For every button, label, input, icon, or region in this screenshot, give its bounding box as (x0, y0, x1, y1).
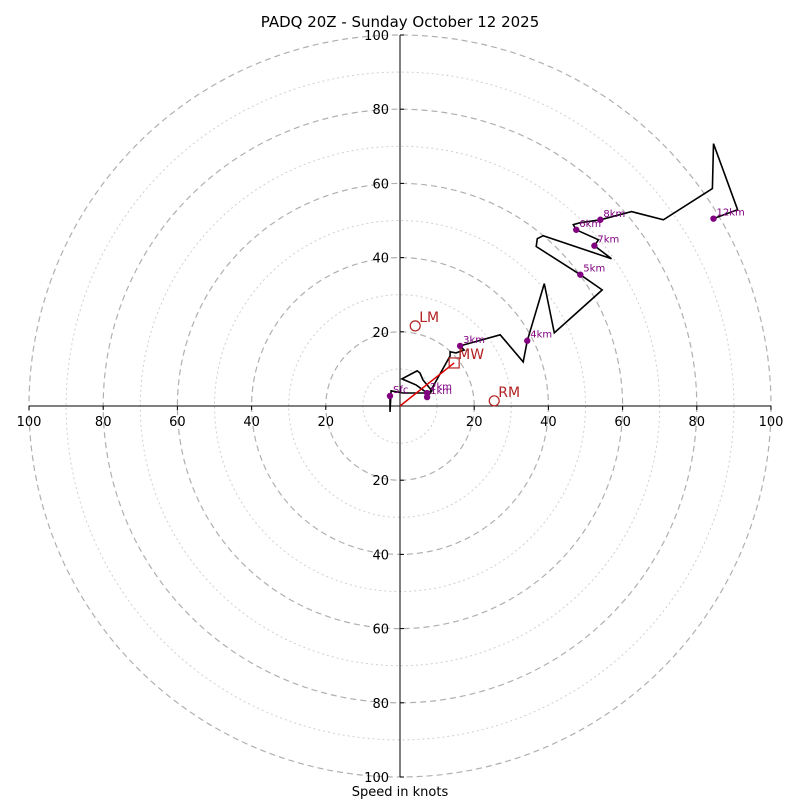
y-tick-label: 80 (372, 103, 389, 118)
y-tick-label: 40 (372, 252, 389, 267)
x-tick-label: 20 (466, 415, 483, 430)
height-point-sfc (386, 392, 394, 400)
x-axis-label: Speed in knots (352, 785, 449, 800)
chart-title: PADQ 20Z - Sunday October 12 2025 (261, 13, 540, 31)
x-tick-label: 60 (614, 415, 631, 430)
x-tick-label: 40 (243, 415, 260, 430)
wind-trace (389, 143, 739, 412)
x-tick-label: 100 (17, 415, 42, 430)
height-label: 2km (430, 382, 452, 393)
storm-motion-label: RM (498, 385, 520, 401)
storm-motion-lm (409, 320, 421, 332)
tick-labels: 100 80 60 40 20 20 40 60 80 100 100 80 60 40 20 20 40 60 8… (17, 29, 784, 786)
hodograph-trace (389, 143, 739, 412)
height-label: 4km (530, 330, 552, 341)
height-label: 7km (597, 235, 619, 246)
height-point-5km (577, 271, 584, 278)
bulk-shear-vector (399, 362, 455, 407)
storm-motion-label: LM (419, 310, 439, 326)
x-tick-label: 60 (169, 415, 186, 430)
y-tick-label: 60 (372, 177, 389, 192)
height-label: 1km (430, 386, 452, 397)
y-tick-label: 40 (372, 548, 389, 563)
storm-motion-mw (448, 357, 460, 369)
height-point-7km (591, 242, 598, 249)
x-tick-label: 100 (759, 415, 784, 430)
storm-motion-label: MW (458, 347, 484, 363)
height-label: 3km (463, 335, 485, 346)
height-point-4km (524, 337, 531, 344)
y-tick-label: 100 (364, 29, 389, 44)
y-tick-label: 100 (364, 771, 389, 786)
x-tick-label: 80 (689, 415, 706, 430)
height-label: 5km (583, 264, 605, 275)
height-point-2km (423, 389, 431, 397)
y-tick-label: 20 (372, 474, 389, 489)
shear-vector (399, 362, 455, 407)
height-point-12km (710, 215, 717, 222)
height-label: 12km (716, 208, 744, 219)
height-label: 6km (579, 219, 601, 230)
x-tick-label: 40 (540, 415, 557, 430)
height-label: 8km (603, 209, 625, 220)
height-point-8km (597, 216, 604, 223)
y-tick-label: 60 (372, 623, 389, 638)
x-tick-label: 80 (95, 415, 112, 430)
x-tick-label: 20 (318, 415, 335, 430)
y-tick-label: 20 (372, 326, 389, 341)
height-point-3km (456, 342, 464, 350)
height-label: Sfc (393, 385, 408, 396)
y-tick-label: 80 (372, 697, 389, 712)
storm-motion-rm (488, 395, 500, 407)
storm-motions: LM RM MW (409, 310, 520, 407)
height-point-6km (573, 226, 580, 233)
